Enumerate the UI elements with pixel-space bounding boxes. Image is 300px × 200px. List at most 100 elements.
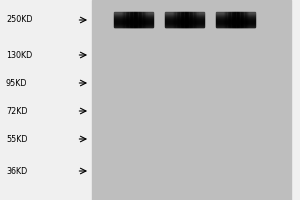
Bar bbox=[92, 0, 291, 200]
Bar bbox=[187, 12, 188, 27]
Bar bbox=[152, 12, 153, 27]
Bar bbox=[179, 12, 181, 27]
Bar bbox=[182, 12, 183, 27]
Bar bbox=[165, 20, 204, 21]
Bar bbox=[165, 21, 204, 22]
Bar bbox=[216, 16, 255, 17]
Bar bbox=[221, 12, 223, 27]
Bar bbox=[114, 16, 153, 17]
Bar bbox=[216, 21, 255, 22]
Bar bbox=[128, 12, 130, 27]
Bar bbox=[165, 13, 204, 14]
Bar bbox=[220, 12, 221, 27]
Bar bbox=[137, 12, 139, 27]
Bar bbox=[233, 12, 234, 27]
Bar bbox=[165, 24, 204, 25]
Bar bbox=[224, 12, 225, 27]
Bar bbox=[115, 12, 117, 27]
Bar bbox=[119, 12, 121, 27]
Text: 36KD: 36KD bbox=[6, 166, 27, 176]
Bar bbox=[130, 12, 131, 27]
Bar bbox=[173, 12, 174, 27]
Bar bbox=[165, 26, 204, 27]
Bar bbox=[168, 12, 169, 27]
Bar bbox=[246, 12, 247, 27]
Bar bbox=[243, 12, 244, 27]
Bar bbox=[216, 24, 255, 25]
Bar bbox=[114, 14, 153, 15]
Bar bbox=[165, 18, 204, 19]
Bar bbox=[172, 12, 173, 27]
Bar bbox=[194, 12, 195, 27]
Bar bbox=[135, 12, 136, 27]
Bar bbox=[248, 12, 250, 27]
Bar bbox=[216, 15, 255, 16]
Bar bbox=[225, 12, 226, 27]
Bar bbox=[146, 12, 148, 27]
Bar bbox=[139, 12, 140, 27]
Bar bbox=[216, 13, 255, 14]
Bar bbox=[216, 26, 255, 27]
Bar bbox=[169, 12, 170, 27]
Bar bbox=[170, 12, 172, 27]
Bar bbox=[114, 12, 153, 13]
Text: 55KD: 55KD bbox=[6, 134, 28, 144]
Bar bbox=[149, 12, 150, 27]
Bar bbox=[136, 12, 137, 27]
Bar bbox=[228, 12, 229, 27]
Bar bbox=[230, 12, 232, 27]
Bar bbox=[114, 15, 153, 16]
Bar bbox=[247, 12, 248, 27]
Bar bbox=[219, 12, 220, 27]
Bar bbox=[165, 19, 204, 20]
Bar bbox=[114, 12, 115, 27]
Bar bbox=[232, 12, 233, 27]
Bar bbox=[229, 12, 230, 27]
Bar bbox=[114, 25, 153, 26]
Bar bbox=[242, 12, 243, 27]
Bar bbox=[196, 12, 197, 27]
Bar bbox=[254, 12, 255, 27]
Bar bbox=[142, 12, 144, 27]
Bar bbox=[124, 12, 126, 27]
Bar bbox=[165, 22, 204, 23]
Bar bbox=[132, 12, 134, 27]
Bar bbox=[236, 12, 237, 27]
Bar bbox=[114, 21, 153, 22]
Bar bbox=[140, 12, 141, 27]
Bar bbox=[226, 12, 228, 27]
Bar bbox=[250, 12, 251, 27]
Bar bbox=[165, 17, 204, 18]
Bar bbox=[144, 12, 145, 27]
Bar bbox=[114, 18, 153, 19]
Bar bbox=[197, 12, 199, 27]
Bar bbox=[216, 19, 255, 20]
Bar bbox=[166, 12, 168, 27]
Bar bbox=[148, 12, 149, 27]
Bar bbox=[216, 25, 255, 26]
Bar bbox=[121, 12, 122, 27]
Bar bbox=[183, 12, 184, 27]
Bar bbox=[114, 20, 153, 21]
Bar bbox=[216, 22, 255, 23]
Bar bbox=[186, 12, 187, 27]
Bar bbox=[223, 12, 224, 27]
Bar bbox=[114, 24, 153, 25]
Bar bbox=[114, 19, 153, 20]
Bar bbox=[239, 12, 241, 27]
Bar bbox=[203, 12, 204, 27]
Bar bbox=[131, 12, 132, 27]
Bar bbox=[216, 18, 255, 19]
Bar bbox=[122, 12, 123, 27]
Bar bbox=[150, 12, 152, 27]
Bar bbox=[141, 12, 142, 27]
Bar bbox=[118, 12, 119, 27]
Bar bbox=[188, 12, 190, 27]
Bar bbox=[216, 12, 217, 27]
Bar bbox=[216, 23, 255, 24]
Bar bbox=[165, 12, 166, 27]
Bar bbox=[216, 12, 255, 13]
Bar bbox=[165, 25, 204, 26]
Bar bbox=[192, 12, 194, 27]
Bar bbox=[117, 12, 118, 27]
